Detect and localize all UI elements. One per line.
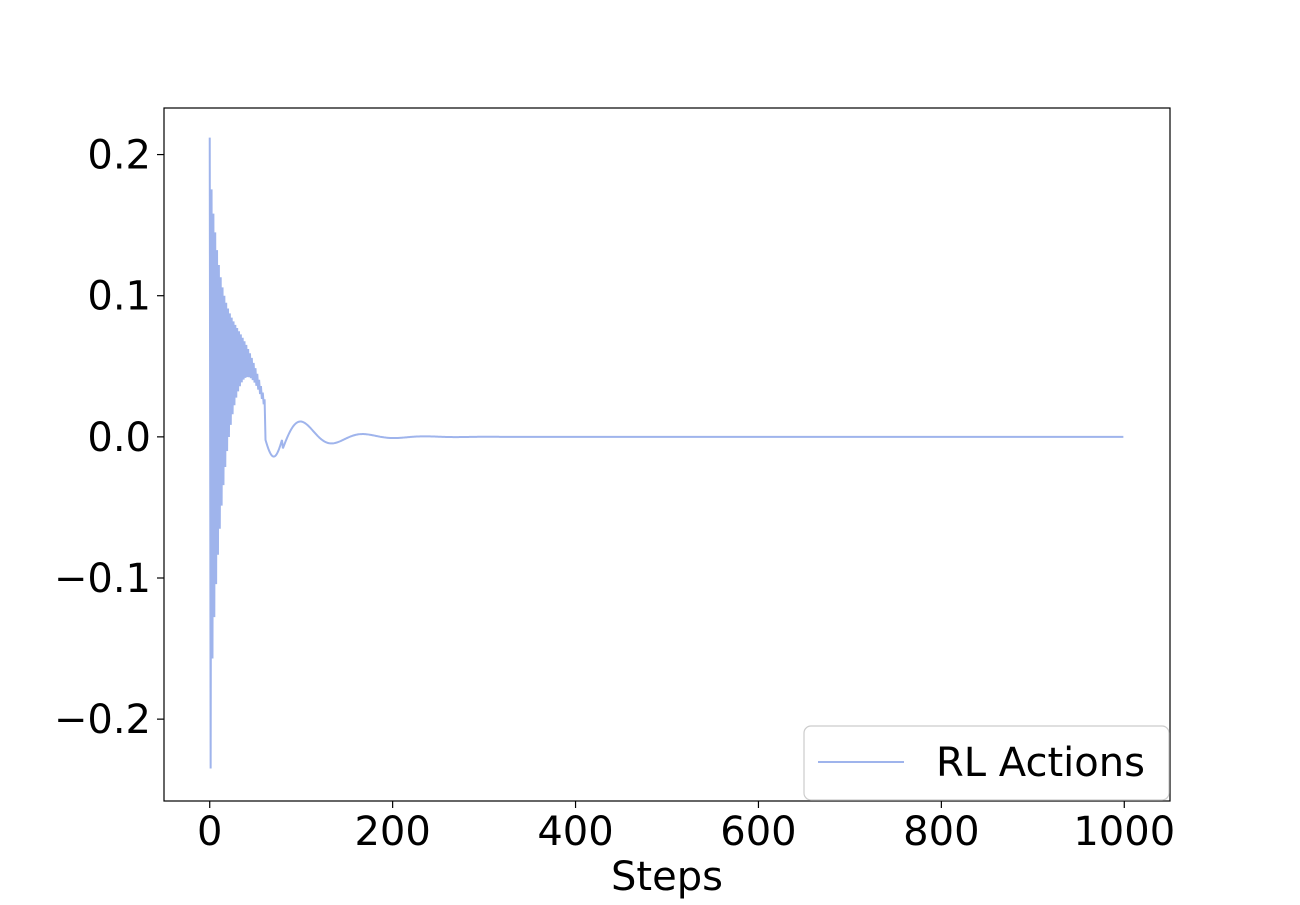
x-tick-label: 0	[197, 809, 222, 855]
x-tick-label: 800	[903, 809, 979, 855]
x-tick-label: 600	[720, 809, 796, 855]
y-tick-label: −0.2	[54, 697, 151, 743]
y-tick-label: −0.1	[54, 556, 151, 602]
legend-frame	[803, 725, 1170, 801]
x-axis-label: Steps	[611, 854, 723, 900]
plot-frame	[163, 107, 1171, 802]
x-tick-label: 1000	[1073, 809, 1175, 855]
series-layer	[208, 137, 1124, 769]
y-tick-label: 0.1	[87, 274, 151, 320]
y-axis-ticks: −0.2 −0.1 0.0 0.1 0.2	[54, 133, 164, 743]
series-line-rl-actions	[208, 137, 1124, 769]
x-axis-ticks: 0 200 400 600 800 1000	[197, 801, 1175, 855]
legend: RL Actions	[803, 725, 1170, 801]
y-tick-label: 0.0	[87, 415, 151, 461]
x-tick-label: 400	[537, 809, 613, 855]
x-tick-label: 200	[354, 809, 430, 855]
y-tick-label: 0.2	[87, 133, 151, 179]
legend-label-rl-actions: RL Actions	[936, 740, 1145, 786]
